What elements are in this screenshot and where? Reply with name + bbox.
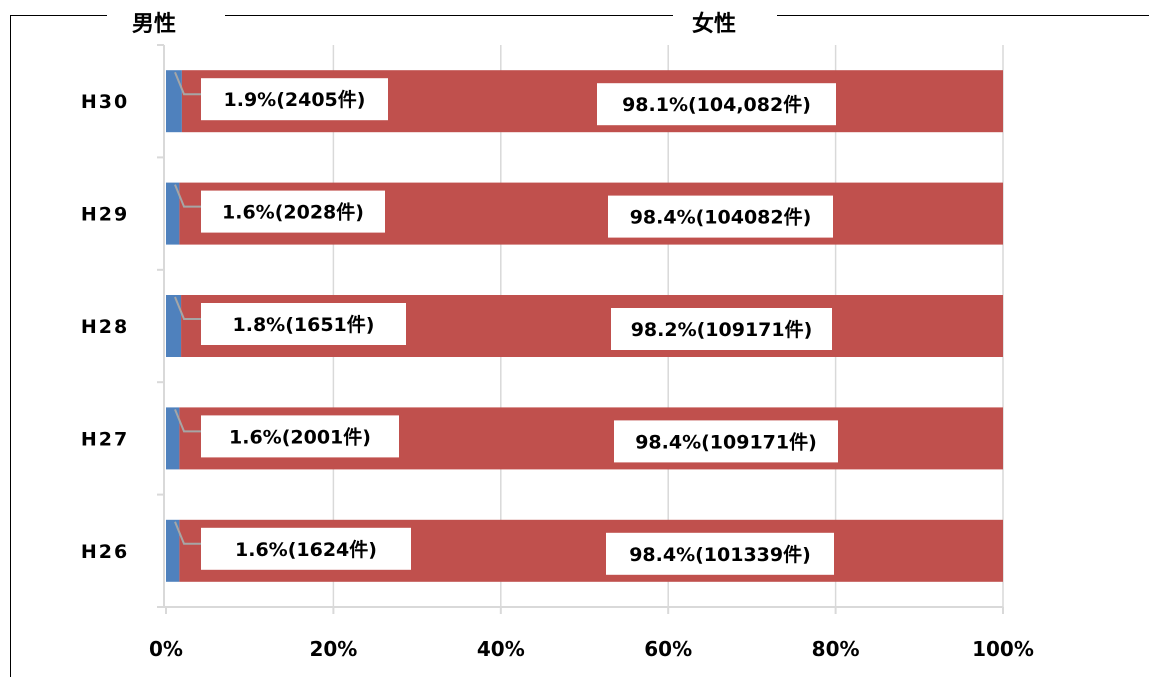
data-label-female: 98.4%(101339件) [629, 543, 811, 566]
data-label-male: 1.9%(2405件) [224, 88, 366, 111]
category-label: H28 [81, 316, 129, 338]
x-tick-label: 20% [309, 637, 357, 661]
data-label-female: 98.2%(109171件) [631, 318, 813, 341]
leader-line [174, 296, 201, 320]
legend-female-label: 女性 [692, 12, 737, 37]
data-label-box-female [606, 532, 834, 575]
data-label-box-female [597, 83, 836, 126]
data-label-box-female [614, 420, 838, 463]
bar-male [166, 70, 182, 133]
data-label-male: 1.6%(2028件) [222, 201, 364, 224]
leader-line [174, 71, 201, 96]
frame-line [225, 15, 673, 16]
x-tick-label: 60% [644, 637, 692, 661]
data-label-male: 1.6%(2001件) [229, 425, 371, 448]
data-label-box-male [201, 527, 411, 570]
data-label-box-female [608, 195, 833, 238]
frame-line [10, 15, 107, 16]
data-label-female: 98.4%(109171件) [635, 430, 817, 453]
data-label-female: 98.1%(104,082件) [622, 93, 811, 116]
data-label-box-male [201, 415, 399, 458]
bar-male [166, 182, 180, 245]
data-label-box-male [201, 190, 385, 233]
category-label: H30 [81, 91, 129, 113]
legend-male-label: 男性 [132, 12, 177, 37]
x-tick-label: 40% [477, 637, 525, 661]
bar-male [166, 519, 180, 582]
frame-line [777, 15, 1149, 16]
frame-line [10, 15, 11, 677]
x-tick-label: 0% [149, 637, 183, 661]
data-label-box-male [201, 78, 388, 121]
data-label-male: 1.8%(1651件) [233, 313, 375, 336]
leader-line [174, 521, 201, 545]
bar-male [166, 407, 180, 470]
leader-line [174, 409, 201, 433]
data-label-box-male [201, 303, 406, 345]
category-label: H26 [81, 541, 129, 563]
data-label-female: 98.4%(104082件) [630, 206, 812, 229]
category-label: H29 [81, 204, 129, 226]
data-label-box-female [611, 308, 832, 350]
bar-male [166, 295, 182, 357]
leader-line [174, 184, 201, 208]
x-tick-label: 80% [812, 637, 860, 661]
data-label-male: 1.6%(1624件) [235, 538, 377, 561]
x-tick-label: 100% [972, 637, 1034, 661]
category-label: H27 [81, 428, 129, 450]
